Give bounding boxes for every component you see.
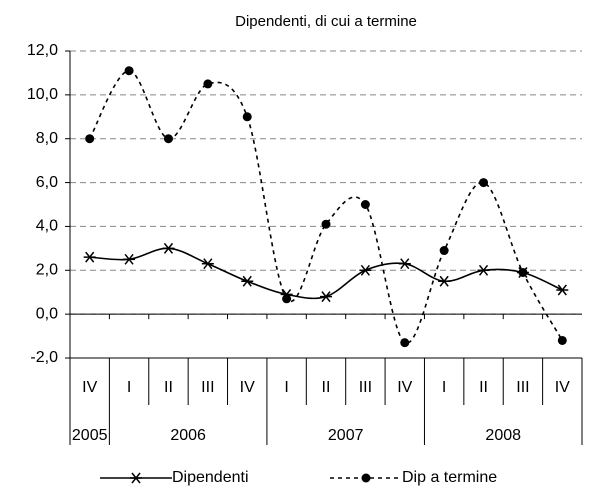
year-label: 2008 bbox=[485, 427, 521, 444]
legend-marker bbox=[130, 472, 142, 484]
legend-label: Dipendenti bbox=[172, 469, 249, 486]
x-tick-label: II bbox=[164, 379, 173, 396]
x-tick-label: I bbox=[127, 379, 131, 396]
point bbox=[479, 178, 489, 188]
year-label: 2006 bbox=[170, 427, 206, 444]
y-tick-label: 10,0 bbox=[27, 86, 58, 103]
marker-stroke bbox=[203, 258, 213, 270]
point bbox=[556, 284, 569, 296]
chart-title: Dipendenti, di cui a termine bbox=[235, 13, 417, 30]
point bbox=[162, 242, 175, 254]
marker-stroke bbox=[360, 264, 370, 276]
marker-stroke bbox=[163, 242, 174, 254]
point bbox=[557, 335, 567, 345]
year-label: 2005 bbox=[72, 427, 108, 444]
point bbox=[438, 275, 451, 287]
x-tick-label: III bbox=[516, 379, 529, 396]
x-tick-label: IV bbox=[555, 379, 570, 396]
x-tick-label: III bbox=[359, 379, 372, 396]
y-tick-label: 8,0 bbox=[36, 130, 58, 147]
point bbox=[360, 200, 370, 209]
y-tick-label: 6,0 bbox=[36, 174, 58, 191]
point bbox=[203, 79, 213, 89]
y-tick-label: 12,0 bbox=[27, 42, 58, 59]
point bbox=[477, 264, 490, 276]
x-tick-label: IV bbox=[82, 379, 97, 396]
y-tick-label: -2,0 bbox=[30, 349, 58, 366]
y-tick-label: 4,0 bbox=[36, 218, 58, 235]
point bbox=[241, 275, 254, 287]
y-tick-label: 2,0 bbox=[36, 262, 58, 279]
point bbox=[439, 246, 449, 256]
legend-label: Dip a termine bbox=[402, 469, 497, 486]
point bbox=[201, 258, 214, 270]
marker-stroke bbox=[85, 251, 95, 263]
marker-stroke bbox=[131, 472, 141, 484]
point bbox=[320, 291, 332, 303]
x-tick-label: I bbox=[442, 379, 446, 396]
y-tick-label: 0,0 bbox=[36, 305, 58, 322]
series-line bbox=[89, 247, 563, 300]
marker-stroke bbox=[478, 264, 489, 276]
year-label: 2007 bbox=[328, 427, 364, 444]
marker-stroke bbox=[439, 275, 449, 287]
point bbox=[398, 258, 411, 270]
point bbox=[400, 338, 410, 348]
point bbox=[124, 66, 134, 76]
point bbox=[518, 267, 528, 277]
point bbox=[321, 219, 331, 229]
marker-stroke bbox=[400, 258, 410, 270]
point bbox=[359, 264, 372, 276]
x-tick-label: II bbox=[322, 379, 331, 396]
point bbox=[123, 253, 136, 265]
point bbox=[282, 294, 292, 304]
x-tick-label: I bbox=[284, 379, 288, 396]
marker-stroke bbox=[242, 275, 252, 287]
marker-stroke bbox=[557, 284, 567, 296]
x-tick-label: III bbox=[201, 379, 214, 396]
x-tick-label: IV bbox=[240, 379, 255, 396]
point bbox=[163, 134, 173, 144]
legend-marker bbox=[361, 473, 371, 483]
series-line bbox=[88, 69, 564, 344]
x-tick-label: II bbox=[479, 379, 488, 396]
marker-stroke bbox=[321, 291, 331, 303]
x-tick-label: IV bbox=[397, 379, 412, 396]
point bbox=[83, 251, 96, 263]
marker-stroke bbox=[124, 253, 134, 265]
point bbox=[85, 134, 95, 144]
point bbox=[242, 112, 252, 122]
